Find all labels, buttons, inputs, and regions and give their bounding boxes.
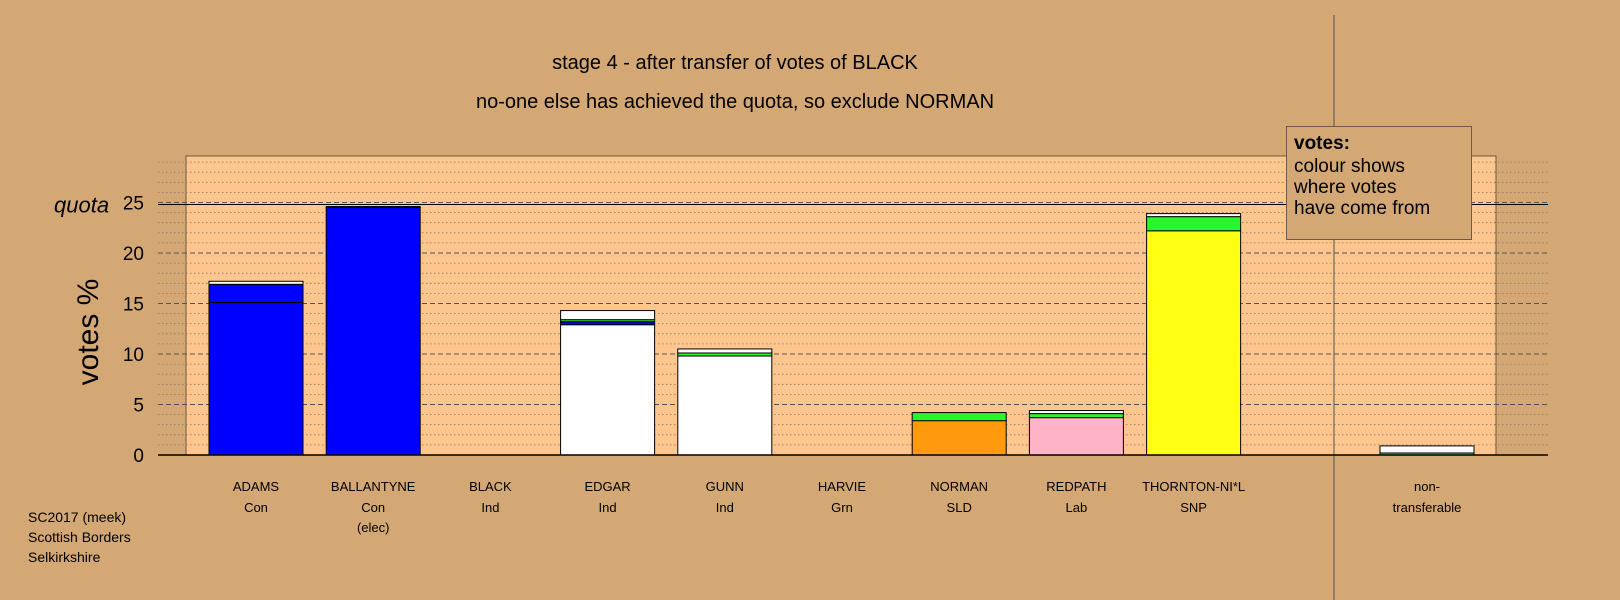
party-label: SNP (1180, 500, 1207, 515)
party-label: Ind (599, 500, 617, 515)
legend-box: votes: colour shows where votes have com… (1286, 126, 1472, 240)
candidate-name-label: ADAMS (233, 479, 280, 494)
party-label: Ind (481, 500, 499, 515)
legend-line: colour shows (1294, 156, 1405, 177)
bar-gunn-segment (677, 348, 773, 354)
elected-label: (elec) (357, 520, 390, 535)
chart-title: stage 4 - after transfer of votes of BLA… (552, 52, 918, 74)
bar-adams-segment (208, 280, 304, 285)
y-tick-label: 25 (123, 194, 144, 215)
candidate-name-label: GUNN (706, 479, 744, 494)
footer-ward: Selkirkshire (28, 549, 101, 565)
party-label: Con (244, 500, 268, 515)
legend-line: where votes (1294, 177, 1397, 198)
party-label: Grn (831, 500, 853, 515)
chart-subtitle: no-one else has achieved the quota, so e… (475, 91, 995, 113)
legend-heading: votes: (1294, 133, 1350, 154)
bar-nontransferable-segment (1379, 445, 1475, 454)
y-tick-label: 15 (123, 295, 144, 316)
candidate-name-label: HARVIE (818, 479, 866, 494)
bar-edgar-segment (560, 324, 656, 456)
footer-election: SC2017 (meek) (28, 509, 127, 525)
candidate-name-label: EDGAR (584, 479, 630, 494)
bar-edgar-segment (560, 310, 656, 321)
candidate-name-label: BALLANTYNE (331, 479, 416, 494)
candidate-name-label: NORMAN (930, 479, 988, 494)
bar-redpath-segment (1028, 413, 1124, 419)
bar-adams-segment (208, 283, 304, 303)
bar-norman-segment (911, 420, 1007, 456)
y-tick-label: 20 (123, 244, 144, 265)
bar-thornton-ni-l-segment (1146, 216, 1242, 232)
party-label: SLD (947, 500, 972, 515)
y-axis-label: votes % (72, 279, 105, 386)
candidate-name-label: THORNTON-NI*L (1142, 479, 1245, 494)
bar-thornton-ni-l-segment (1146, 213, 1242, 218)
footer-council: Scottish Borders (28, 529, 131, 545)
bar-redpath-segment (1028, 417, 1124, 456)
y-tick-label: 5 (133, 396, 144, 417)
y-tick-label: 0 (133, 446, 144, 467)
party-label: Lab (1066, 500, 1088, 515)
party-label: Con (361, 500, 385, 515)
nontransferable-label: non- (1414, 479, 1440, 494)
bar-norman-segment (911, 412, 1007, 422)
party-label: Ind (716, 500, 734, 515)
candidate-name-label: BLACK (469, 479, 512, 494)
bar-ballantyne-segment (325, 206, 421, 209)
bar-ballantyne-segment (325, 207, 421, 456)
bar-gunn-segment (677, 355, 773, 456)
legend-line: have come from (1294, 198, 1431, 219)
nontransferable-label: transferable (1393, 500, 1462, 515)
bar-redpath-segment (1028, 410, 1124, 415)
y-tick-label: 10 (123, 345, 144, 366)
bar-adams-segment (208, 301, 304, 456)
quota-label: quota (54, 193, 109, 218)
candidate-name-label: REDPATH (1046, 479, 1106, 494)
bar-thornton-ni-l-segment (1146, 230, 1242, 456)
